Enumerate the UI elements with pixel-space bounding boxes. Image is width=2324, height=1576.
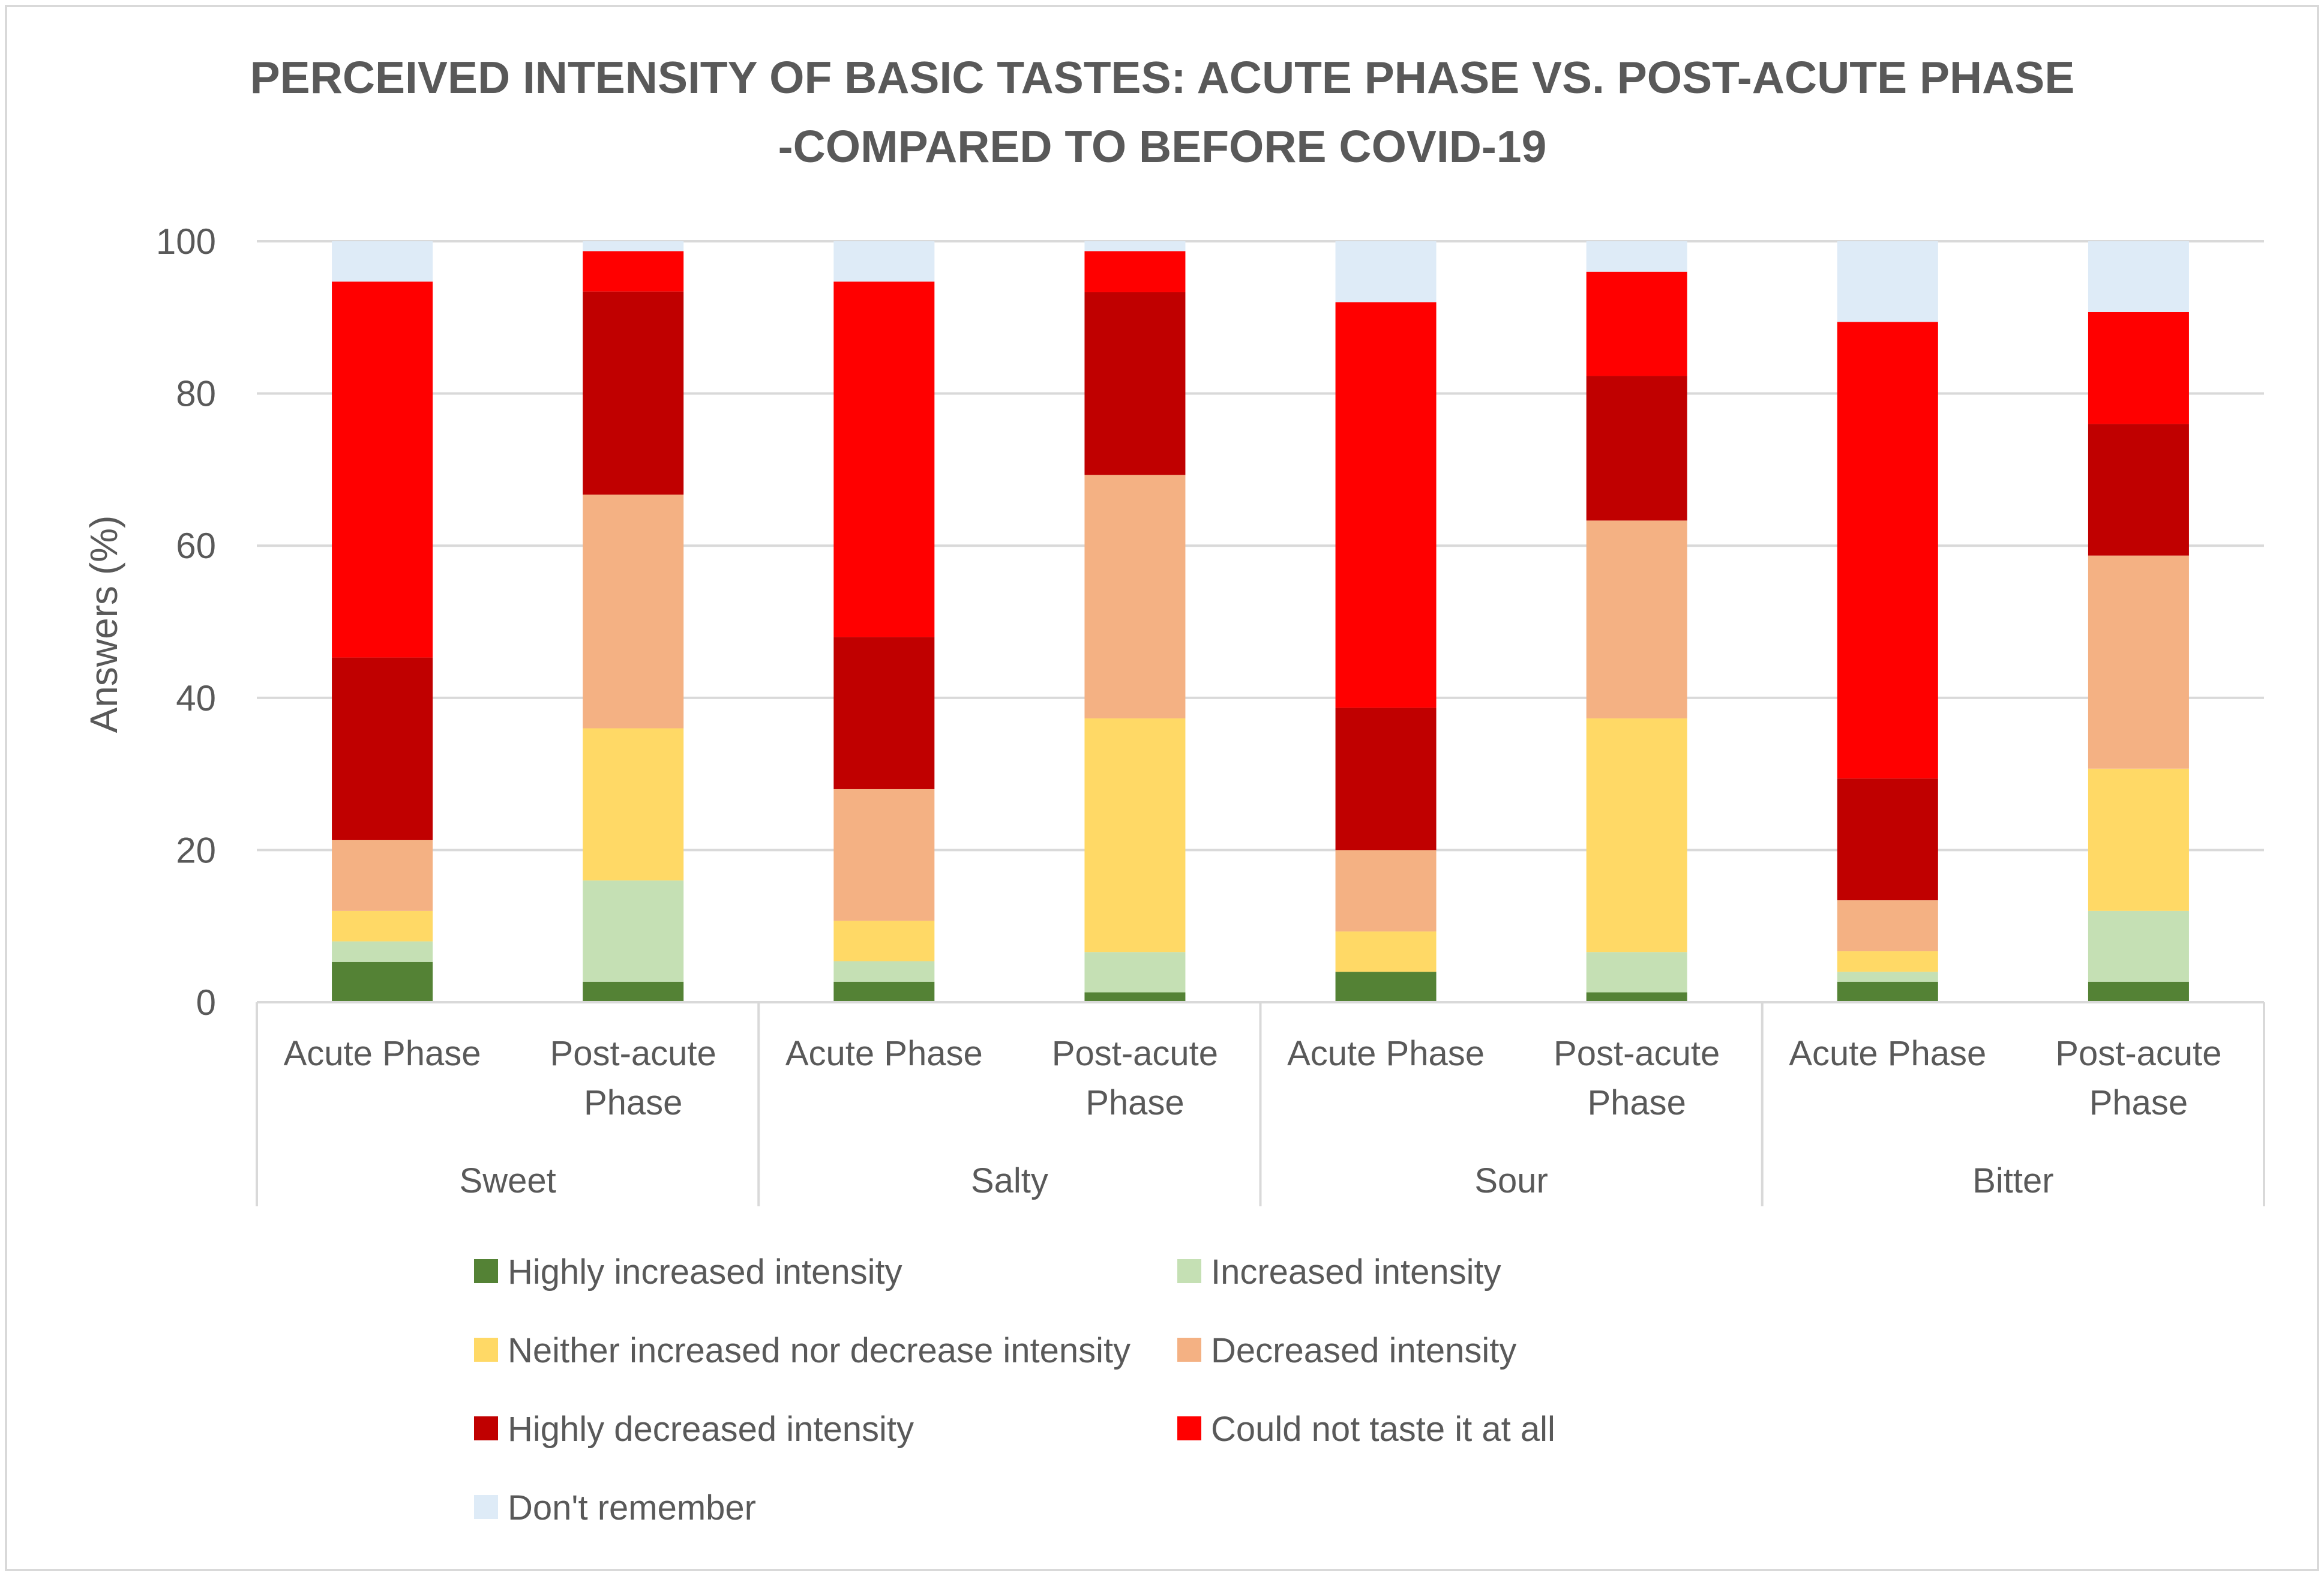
category-label: Phase xyxy=(1085,1083,1184,1122)
bar-segment xyxy=(332,241,433,282)
legend-swatch xyxy=(1177,1416,1201,1440)
bar-segment xyxy=(1586,952,1687,993)
bar-segment xyxy=(1586,241,1687,272)
x-axis: Acute Phase Post-acute Phase Acute Phase Pos… xyxy=(256,1001,2265,1206)
bar-segment xyxy=(833,981,935,1002)
bar-segment xyxy=(332,281,433,658)
chart-title-line-1: PERCEIVED INTENSITY OF BASIC TASTES: ACU… xyxy=(250,52,2075,103)
bar-segment xyxy=(833,281,935,637)
bar-segment xyxy=(332,840,433,911)
bar-segment xyxy=(2088,311,2189,424)
bar-segment xyxy=(1335,850,1437,932)
legend-swatch xyxy=(474,1416,498,1440)
bar-segment xyxy=(583,241,684,251)
legend: Highly increased intensity Increased inte… xyxy=(474,1253,1555,1527)
bar-segment xyxy=(1586,271,1687,376)
bars xyxy=(332,241,2189,1002)
bar-segment xyxy=(1837,900,1938,952)
bar-segment xyxy=(833,241,935,282)
bar-segment xyxy=(1837,951,1938,972)
bar-segment xyxy=(1586,376,1687,521)
bar-segment xyxy=(1084,952,1186,993)
bar-segment xyxy=(2088,555,2189,769)
bar-segment xyxy=(1837,778,1938,901)
legend-label: Don't remember xyxy=(508,1488,756,1527)
chart-title-line-2: -COMPARED TO BEFORE COVID-19 xyxy=(778,121,1547,172)
bar-segment xyxy=(1084,292,1186,475)
bar-segment xyxy=(1335,931,1437,972)
legend-swatch xyxy=(1177,1338,1201,1362)
bar-segment xyxy=(1335,241,1437,302)
bar-segment xyxy=(1335,972,1437,1002)
category-label: Acute Phase xyxy=(1789,1034,1986,1073)
bar-segment xyxy=(2088,910,2189,982)
bar-segment xyxy=(583,880,684,982)
group-label: Bitter xyxy=(1972,1161,2053,1200)
bar-segment xyxy=(332,941,433,962)
bar-segment xyxy=(1586,992,1687,1002)
legend-label: Neither increased nor decrease intensity xyxy=(508,1331,1130,1370)
bar-segment xyxy=(332,961,433,1002)
bar-segment xyxy=(2088,981,2189,1002)
y-tick-labels: 0 20 40 60 80 100 xyxy=(156,221,216,1023)
bar-segment xyxy=(1084,241,1186,251)
bar-segment xyxy=(583,981,684,1002)
bar-segment xyxy=(583,291,684,495)
y-tick-label: 20 xyxy=(176,830,216,870)
bar-segment xyxy=(2088,241,2189,312)
bar-segment xyxy=(833,921,935,961)
legend-label: Highly increased intensity xyxy=(508,1253,902,1292)
legend-label: Increased intensity xyxy=(1211,1253,1501,1292)
category-label: Post-acute xyxy=(550,1034,716,1073)
bar-segment xyxy=(583,495,684,729)
category-label: Acute Phase xyxy=(785,1034,983,1073)
legend-swatch xyxy=(474,1495,498,1519)
bar-segment xyxy=(833,789,935,921)
bar-segment xyxy=(1837,981,1938,1002)
category-label: Phase xyxy=(584,1083,682,1122)
bar-segment xyxy=(1084,992,1186,1002)
bar-segment xyxy=(833,637,935,789)
y-tick-label: 100 xyxy=(156,221,216,262)
legend-swatch xyxy=(1177,1259,1201,1283)
bar-segment xyxy=(833,961,935,982)
bar-segment xyxy=(1837,972,1938,982)
y-axis-label: Answers (%) xyxy=(82,516,125,733)
category-label: Post-acute xyxy=(1052,1034,1218,1073)
legend-swatch xyxy=(474,1338,498,1362)
bar-segment xyxy=(1335,302,1437,708)
group-label: Sour xyxy=(1474,1161,1548,1200)
bar-segment xyxy=(332,910,433,942)
category-label: Phase xyxy=(1587,1083,1686,1122)
legend-label: Decreased intensity xyxy=(1211,1331,1516,1370)
bar-segment xyxy=(1837,322,1938,779)
legend-label: Could not taste it at all xyxy=(1211,1410,1555,1449)
bar-segment xyxy=(1586,718,1687,952)
group-label: Sweet xyxy=(460,1161,556,1200)
bar-segment xyxy=(1586,520,1687,719)
bar-segment xyxy=(1084,718,1186,952)
bar-segment xyxy=(1084,475,1186,719)
bar-segment xyxy=(1084,251,1186,292)
bar-segment xyxy=(332,657,433,840)
category-label: Phase xyxy=(2089,1083,2188,1122)
bar-segment xyxy=(583,728,684,881)
bar-segment xyxy=(583,251,684,292)
legend-label: Highly decreased intensity xyxy=(508,1410,914,1449)
bar-segment xyxy=(1335,708,1437,850)
bar-segment xyxy=(2088,424,2189,556)
category-label: Post-acute xyxy=(1554,1034,1720,1073)
y-tick-label: 0 xyxy=(196,982,216,1023)
legend-swatch xyxy=(474,1259,498,1283)
group-label: Salty xyxy=(971,1161,1048,1200)
y-tick-label: 60 xyxy=(176,526,216,566)
category-label: Acute Phase xyxy=(1287,1034,1485,1073)
category-label: Acute Phase xyxy=(284,1034,481,1073)
bar-segment xyxy=(1837,241,1938,322)
y-tick-label: 80 xyxy=(176,374,216,414)
category-label: Post-acute xyxy=(2055,1034,2221,1073)
y-tick-label: 40 xyxy=(176,678,216,718)
bar-segment xyxy=(2088,768,2189,911)
